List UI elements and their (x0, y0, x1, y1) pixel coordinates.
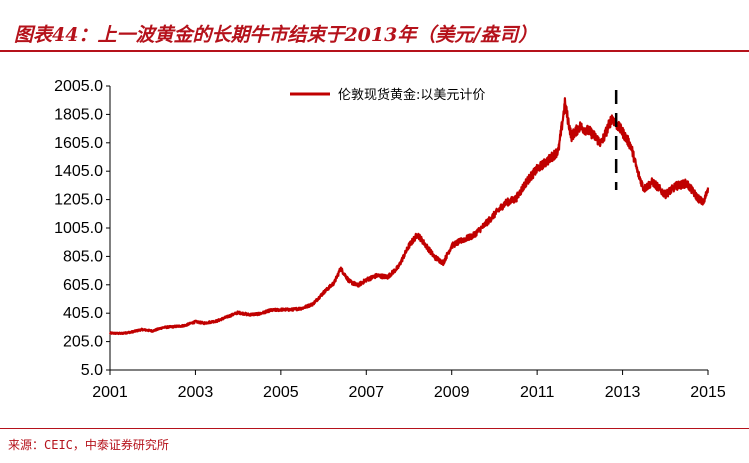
series-layer (109, 97, 710, 336)
y-tick-label: 1605.0 (54, 135, 103, 152)
x-tick-label: 2015 (690, 384, 726, 401)
y-tick-label: 2005.0 (54, 78, 103, 95)
y-tick-label: 1005.0 (54, 220, 103, 237)
y-tick-label: 1205.0 (54, 192, 103, 209)
x-tick-label: 2005 (263, 384, 299, 401)
legend-label: 伦敦现货黄金:以美元计价 (338, 87, 485, 103)
chart-axes (106, 85, 709, 375)
x-tick-label: 2001 (92, 384, 128, 401)
x-tick-label: 2011 (520, 384, 555, 401)
x-tick-label: 2003 (178, 384, 214, 401)
y-tick-label: 1805.0 (54, 106, 103, 123)
title-divider (0, 50, 749, 52)
x-tick-label: 2007 (348, 384, 384, 401)
y-tick-label: 5.0 (81, 362, 103, 379)
gold-price-chart: 2005.0 1805.0 1605.0 1405.0 1205.0 1005.0 805.… (54, 78, 726, 401)
legend: 伦敦现货黄金:以美元计价 (290, 87, 485, 103)
y-axis-labels: 2005.0 1805.0 1605.0 1405.0 1205.0 1005.0 805.… (54, 78, 103, 379)
series-line-london-gold (109, 97, 710, 336)
footer-divider (0, 428, 749, 429)
source-note: 来源：CEIC，中泰证券研究所 (8, 438, 169, 452)
y-tick-label: 205.0 (63, 334, 103, 351)
y-tick-label: 1405.0 (54, 163, 103, 180)
y-tick-label: 405.0 (63, 305, 103, 322)
chart-title: 图表44：上一波黄金的长期牛市结束于2013年（美元/盎司） (14, 24, 538, 46)
x-tick-label: 2013 (605, 384, 641, 401)
x-tick-label: 2009 (434, 384, 470, 401)
y-tick-label: 605.0 (63, 277, 103, 294)
x-axis-labels: 2001 2003 2005 2007 2009 2011 2013 2015 (92, 384, 726, 401)
y-tick-label: 805.0 (63, 248, 103, 265)
